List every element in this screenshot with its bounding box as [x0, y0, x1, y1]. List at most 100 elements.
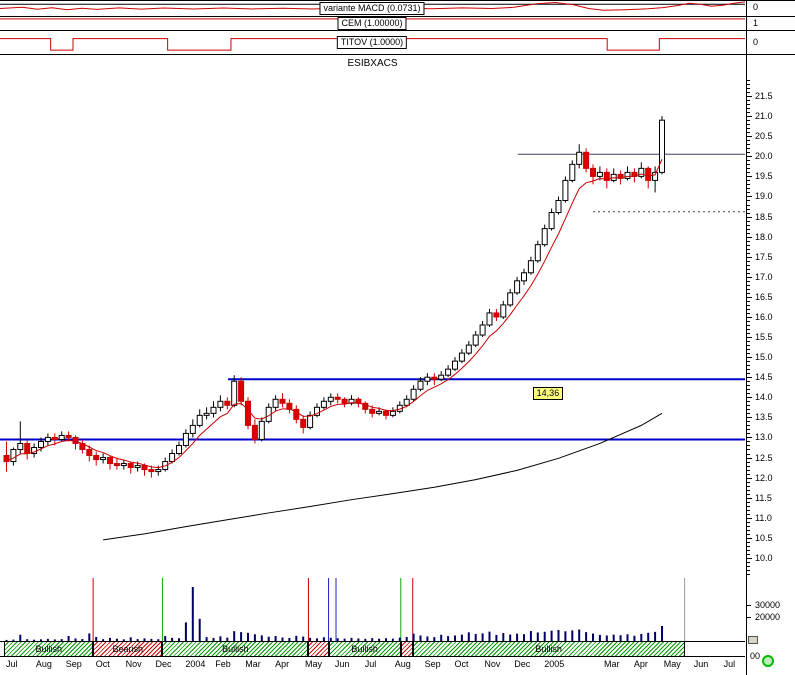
- volume-axis-label: 20000: [755, 612, 781, 622]
- macd-axis-value: 0: [753, 2, 759, 12]
- volume-bar: [164, 636, 167, 641]
- volume-axis-label: 30000: [755, 600, 781, 610]
- date-axis-label: Oct: [454, 659, 469, 669]
- volume-bar: [150, 638, 153, 641]
- price-axis-tick: [747, 361, 750, 363]
- price-axis-tick: [747, 232, 750, 234]
- volume-bar: [619, 635, 622, 641]
- ribbon-segment-bullish: Bullish: [328, 642, 401, 656]
- price-axis-tick: [747, 553, 750, 555]
- date-axis: Jul Aug Sep Oct Nov Dec 2004 Feb Mar Apr May Jun Jul…: [0, 657, 745, 672]
- price-axis-tick: [747, 140, 750, 142]
- price-chart[interactable]: [0, 76, 745, 578]
- ribbon-segment-bullish: Bullish: [4, 642, 94, 656]
- price-axis-tick: [747, 296, 752, 298]
- volume-bar: [12, 639, 15, 641]
- volume-bar: [412, 633, 415, 641]
- price-axis-tick: [747, 252, 750, 254]
- price-axis-tick: [747, 453, 750, 455]
- status-green-icon[interactable]: [762, 655, 774, 667]
- price-axis-tick: [747, 280, 750, 282]
- indicator-panel-macd[interactable]: variante MACD (0.0731): [0, 0, 795, 17]
- candle-body: [583, 151, 590, 169]
- indicator-panel-titov[interactable]: TITOV (1.0000): [0, 31, 795, 55]
- candle-body: [307, 414, 314, 428]
- volume-bar: [329, 637, 332, 641]
- volume-bar: [605, 635, 608, 641]
- candle-body: [169, 453, 176, 463]
- price-axis-label: 12.5: [755, 452, 773, 463]
- volume-bar: [474, 634, 477, 641]
- candle-body: [458, 352, 465, 362]
- price-axis-tick: [747, 457, 752, 459]
- volume-axis-tick: [747, 605, 751, 606]
- ribbon-segment-bearish: Bearish: [93, 642, 163, 656]
- price-axis-tick: [747, 224, 750, 226]
- indicator-panel-cem[interactable]: CEM (1.00000): [0, 17, 795, 31]
- date-axis-label: Feb: [215, 659, 231, 669]
- price-axis-tick: [747, 256, 752, 258]
- corner-box-icon[interactable]: [748, 636, 758, 644]
- volume-bar: [440, 634, 443, 641]
- volume-bar: [529, 631, 532, 641]
- volume-bar: [371, 638, 374, 641]
- volume-bar: [481, 633, 484, 641]
- price-axis-tick: [747, 549, 750, 551]
- price-axis-tick: [747, 124, 750, 126]
- price-axis-tick: [747, 272, 750, 274]
- price-axis-tick: [747, 461, 750, 463]
- volume-bar: [336, 638, 339, 641]
- price-axis-label: 13.5: [755, 412, 773, 423]
- volume-bar: [46, 638, 49, 641]
- fast-moving-average: [6, 159, 663, 469]
- price-axis-tick: [747, 132, 750, 134]
- ribbon-label: Bullish: [535, 644, 562, 654]
- volume-bar: [585, 632, 588, 641]
- price-axis-label: 11.5: [755, 492, 772, 503]
- volume-bar: [364, 638, 367, 641]
- price-axis-tick: [747, 541, 750, 543]
- titov-label: TITOV (1.0000): [336, 36, 408, 49]
- volume-bar: [295, 635, 298, 641]
- trend-ribbon[interactable]: Bullish Bearish Bullish Bullish Bullish: [0, 641, 745, 657]
- volume-bar: [191, 587, 194, 641]
- candle-body: [148, 469, 155, 473]
- price-axis-tick: [747, 429, 750, 431]
- candle-body: [624, 171, 631, 179]
- price-axis-tick: [747, 573, 750, 575]
- volume-bar: [502, 633, 505, 641]
- value-axis[interactable]: 0 1 0 10.0 10.5 11.0 11.5 12.0 12.5 13.0 13.5 14…: [746, 0, 795, 675]
- volume-bar: [53, 639, 56, 641]
- candle-body: [562, 179, 569, 201]
- volume-bar: [74, 638, 77, 641]
- volume-bar: [115, 638, 118, 641]
- volume-bar: [612, 634, 615, 641]
- date-axis-label: Jun: [693, 659, 709, 669]
- candle-body: [569, 163, 576, 181]
- candle-body: [300, 418, 307, 428]
- volume-bar: [454, 635, 456, 641]
- candle-body: [348, 398, 355, 404]
- volume-bar: [654, 631, 657, 641]
- candle-body: [507, 292, 514, 306]
- price-axis-tick: [747, 473, 750, 475]
- candle-body: [217, 400, 224, 408]
- price-axis-tick: [747, 569, 750, 571]
- volume-chart[interactable]: [0, 578, 745, 641]
- clipped-axis-label: 00: [750, 651, 761, 661]
- volume-bar: [184, 622, 187, 641]
- volume-bar: [81, 638, 84, 641]
- volume-bar: [136, 639, 139, 641]
- candle-body: [327, 396, 334, 402]
- volume-bar: [350, 637, 353, 641]
- volume-bar: [109, 637, 111, 641]
- volume-bar: [267, 636, 270, 641]
- candle-body: [534, 244, 541, 262]
- price-axis-tick: [747, 449, 750, 451]
- price-axis-tick: [747, 200, 750, 202]
- candle-body: [258, 420, 265, 440]
- macd-label: variante MACD (0.0731): [319, 2, 425, 15]
- candle-body: [659, 119, 665, 173]
- candle-body: [472, 334, 479, 346]
- price-axis-tick: [747, 148, 750, 150]
